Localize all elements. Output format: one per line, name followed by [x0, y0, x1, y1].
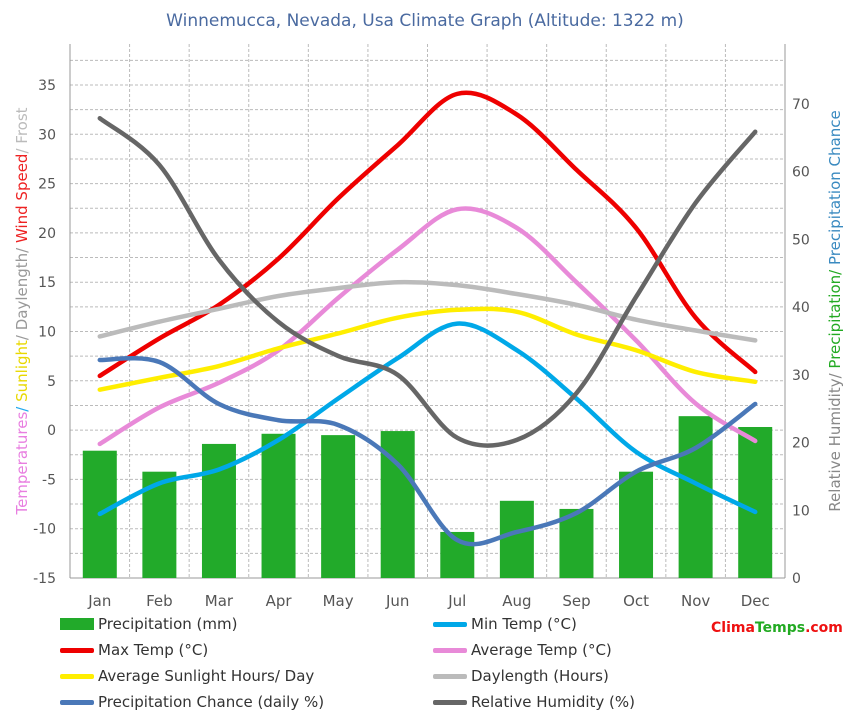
- right-tick-label: 30: [792, 368, 810, 384]
- precipitation-bar: [738, 426, 773, 578]
- x-tick-label: Mar: [205, 592, 234, 610]
- legend-swatch: [60, 647, 94, 653]
- legend-swatch: [433, 699, 467, 705]
- right-axis-label-part: Precipitation Chance: [826, 110, 844, 265]
- legend-swatch: [60, 699, 94, 705]
- left-tick-label: -15: [33, 571, 56, 587]
- legend-item: Min Temp (°C): [433, 615, 577, 633]
- chart-svg: Winnemucca, Nevada, Usa Climate Graph (A…: [13, 11, 844, 610]
- left-tick-label: 15: [38, 275, 56, 291]
- x-tick-label: Apr: [266, 592, 293, 610]
- legend-swatch: [433, 621, 467, 627]
- left-axis-label: Temperatures/ Sunlight/ Daylength/ Wind …: [13, 107, 31, 515]
- left-tick-label: 25: [38, 177, 56, 193]
- legend-swatch: [60, 673, 94, 679]
- left-tick-label: -10: [33, 522, 56, 538]
- legend-label: Max Temp (°C): [98, 641, 209, 659]
- left-axis-label-part: /: [13, 402, 31, 412]
- legend-swatch: [433, 647, 467, 653]
- right-tick-label: 40: [792, 300, 810, 316]
- left-tick-label: 5: [47, 374, 56, 390]
- x-tick-label: Jun: [385, 592, 409, 610]
- right-tick-label: 10: [792, 503, 810, 519]
- series-line-daylength-hours-: [97, 279, 758, 343]
- series-line-min-temp-c-: [97, 321, 758, 517]
- series-line-max-temp-c-: [97, 90, 758, 379]
- legend-label: Precipitation (mm): [98, 615, 238, 633]
- left-axis-label-part: Wind Speed: [13, 154, 31, 244]
- legend-swatch: [60, 618, 94, 630]
- x-tick-label: Nov: [681, 592, 710, 610]
- legend-item: Daylength (Hours): [433, 667, 609, 685]
- series-line-relative-humidity-: [97, 115, 758, 448]
- legend-item: Precipitation (mm): [60, 615, 237, 633]
- legend-item: Relative Humidity (%): [433, 693, 635, 711]
- left-axis-label-part: Temperatures: [13, 412, 31, 516]
- x-tick-label: May: [323, 592, 354, 610]
- right-tick-label: 60: [792, 165, 810, 181]
- legend-label: Average Temp (°C): [471, 641, 612, 659]
- right-tick-label: 20: [792, 436, 810, 452]
- right-tick-label: 70: [792, 97, 810, 113]
- right-tick-label: 0: [792, 571, 801, 587]
- legend-label: Daylength (Hours): [471, 667, 609, 685]
- left-tick-label: -5: [42, 472, 56, 488]
- x-tick-label: Sep: [562, 592, 590, 610]
- x-tick-label: Jul: [447, 592, 466, 610]
- series-line-precipitation-chance-daily-: [97, 355, 758, 547]
- left-axis-label-part: Sunlight: [13, 340, 31, 402]
- x-tick-label: Oct: [623, 592, 649, 610]
- legend-item: Average Temp (°C): [433, 641, 612, 659]
- climatemps-logo[interactable]: ClimaTemps.com: [711, 620, 843, 636]
- left-tick-label: 30: [38, 127, 56, 143]
- legend-item: Average Sunlight Hours/ Day: [60, 667, 314, 685]
- legend-label: Average Sunlight Hours/ Day: [98, 667, 315, 685]
- left-axis-label-part: / Daylength/: [13, 243, 31, 340]
- precipitation-bar: [321, 435, 356, 578]
- right-axis-label: Relative Humidity/ Precipitation/ Precip…: [826, 110, 844, 511]
- x-tick-label: Jan: [87, 592, 111, 610]
- x-tick-label: Dec: [741, 592, 770, 610]
- legend-label: Precipitation Chance (daily %): [98, 693, 325, 711]
- legend-label: Relative Humidity (%): [471, 693, 635, 711]
- legend-item: Precipitation Chance (daily %): [60, 693, 324, 711]
- x-tick-label: Feb: [146, 592, 173, 610]
- left-tick-label: 35: [38, 78, 56, 94]
- left-tick-label: 20: [38, 226, 56, 242]
- series-line-average-temp-c-: [97, 206, 758, 447]
- right-axis-label-part: Precipitation/: [826, 265, 844, 369]
- legend-item: Max Temp (°C): [60, 641, 208, 659]
- right-tick-label: 50: [792, 232, 810, 248]
- precipitation-bar: [619, 471, 654, 578]
- left-axis-label-part: / Frost: [13, 107, 31, 153]
- x-tick-label: Aug: [502, 592, 531, 610]
- legend-swatch: [433, 673, 467, 679]
- left-tick-label: 10: [38, 325, 56, 341]
- legend-label: Min Temp (°C): [471, 615, 577, 633]
- precipitation-bar: [499, 500, 534, 578]
- left-tick-label: 0: [47, 423, 56, 439]
- right-axis-label-part: Relative Humidity/: [826, 369, 844, 512]
- chart-title: Winnemucca, Nevada, Usa Climate Graph (A…: [166, 11, 684, 31]
- series-line-average-sunlight-hours-day: [97, 306, 758, 392]
- precipitation-bar: [261, 433, 296, 578]
